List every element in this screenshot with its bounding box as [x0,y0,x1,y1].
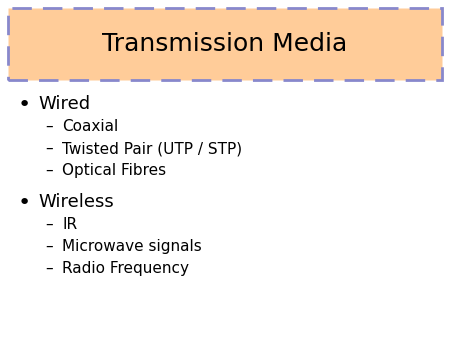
Text: •: • [18,95,31,115]
Text: IR: IR [62,217,77,232]
Text: Coaxial: Coaxial [62,119,118,134]
FancyBboxPatch shape [8,8,442,80]
Text: Transmission Media: Transmission Media [103,32,347,56]
Text: Wired: Wired [38,95,90,113]
Text: Optical Fibres: Optical Fibres [62,163,166,178]
Text: Twisted Pair (UTP / STP): Twisted Pair (UTP / STP) [62,141,242,156]
Text: –: – [45,119,53,134]
Text: Microwave signals: Microwave signals [62,239,202,254]
Text: –: – [45,163,53,178]
Text: –: – [45,239,53,254]
Text: –: – [45,141,53,156]
Text: –: – [45,261,53,276]
Text: Wireless: Wireless [38,193,114,211]
Text: –: – [45,217,53,232]
Text: Radio Frequency: Radio Frequency [62,261,189,276]
Text: •: • [18,193,31,213]
